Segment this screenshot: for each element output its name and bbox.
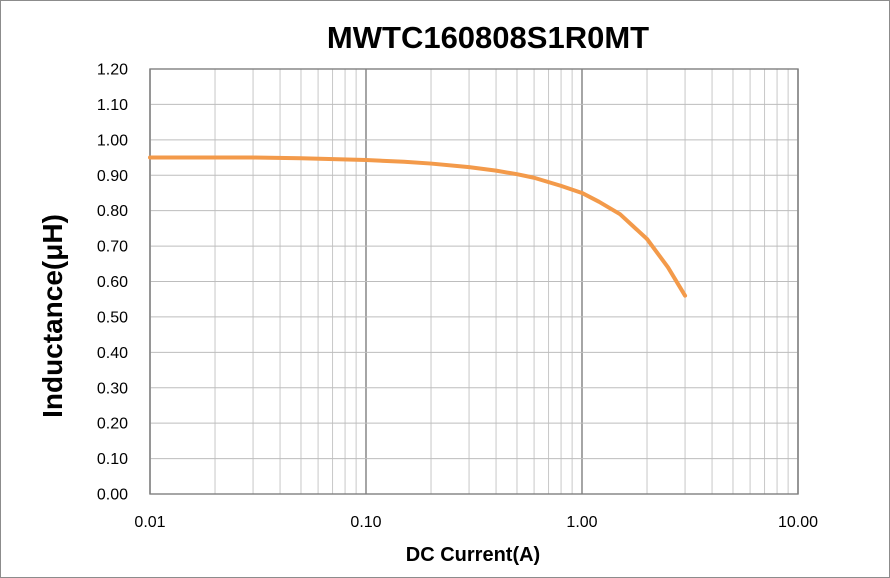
y-tick-label: 1.20 [97, 62, 128, 79]
data-point [559, 184, 563, 188]
x-tick-label: 10.00 [778, 514, 818, 531]
data-point [580, 191, 584, 195]
data-point [148, 155, 152, 160]
plot-area-border [149, 68, 799, 495]
data-point [532, 176, 536, 180]
x-tick-label: 0.10 [350, 514, 381, 531]
y-tick-label: 0.50 [97, 309, 128, 326]
y-tick-label: 0.80 [97, 203, 128, 220]
y-tick-label: 1.00 [97, 132, 128, 149]
x-axis-label: DC Current(A) [406, 544, 540, 566]
data-point [467, 165, 471, 169]
data-point [666, 265, 670, 269]
y-tick-labels: 0.00 0.10 0.20 0.30 0.40 0.50 0.60 0.70 0.80 0.90… [97, 62, 128, 504]
x-tick-label: 1.00 [566, 514, 597, 531]
y-tick-label: 0.10 [97, 451, 128, 468]
data-point [402, 160, 406, 164]
y-tick-label: 0.20 [97, 416, 128, 433]
y-tick-label: 0.00 [97, 487, 128, 504]
series-group [148, 155, 688, 298]
series-line [148, 155, 688, 298]
y-tick-label: 0.40 [97, 345, 128, 362]
y-tick-label: 0.30 [97, 380, 128, 397]
x-tick-labels: 0.01 0.10 1.00 10.00 [134, 514, 818, 531]
data-point [429, 161, 433, 166]
y-axis-label: Inductance(μH) [37, 214, 68, 418]
x-tick-label: 0.01 [134, 514, 165, 531]
y-tick-label: 0.70 [97, 239, 128, 256]
y-tick-label: 0.90 [97, 168, 128, 185]
chart-title: MWTC160808S1R0MT [327, 20, 649, 55]
y-tick-label: 0.60 [97, 274, 128, 291]
data-point [515, 172, 519, 176]
data-point [618, 212, 622, 216]
data-point [597, 200, 601, 204]
data-point [299, 156, 303, 160]
data-point [251, 155, 255, 160]
y-tick-label: 1.10 [97, 97, 128, 114]
grid [149, 68, 799, 495]
data-point [213, 155, 217, 160]
data-point [364, 158, 368, 162]
data-point [494, 169, 498, 173]
data-point [683, 294, 687, 298]
data-point [645, 237, 649, 241]
